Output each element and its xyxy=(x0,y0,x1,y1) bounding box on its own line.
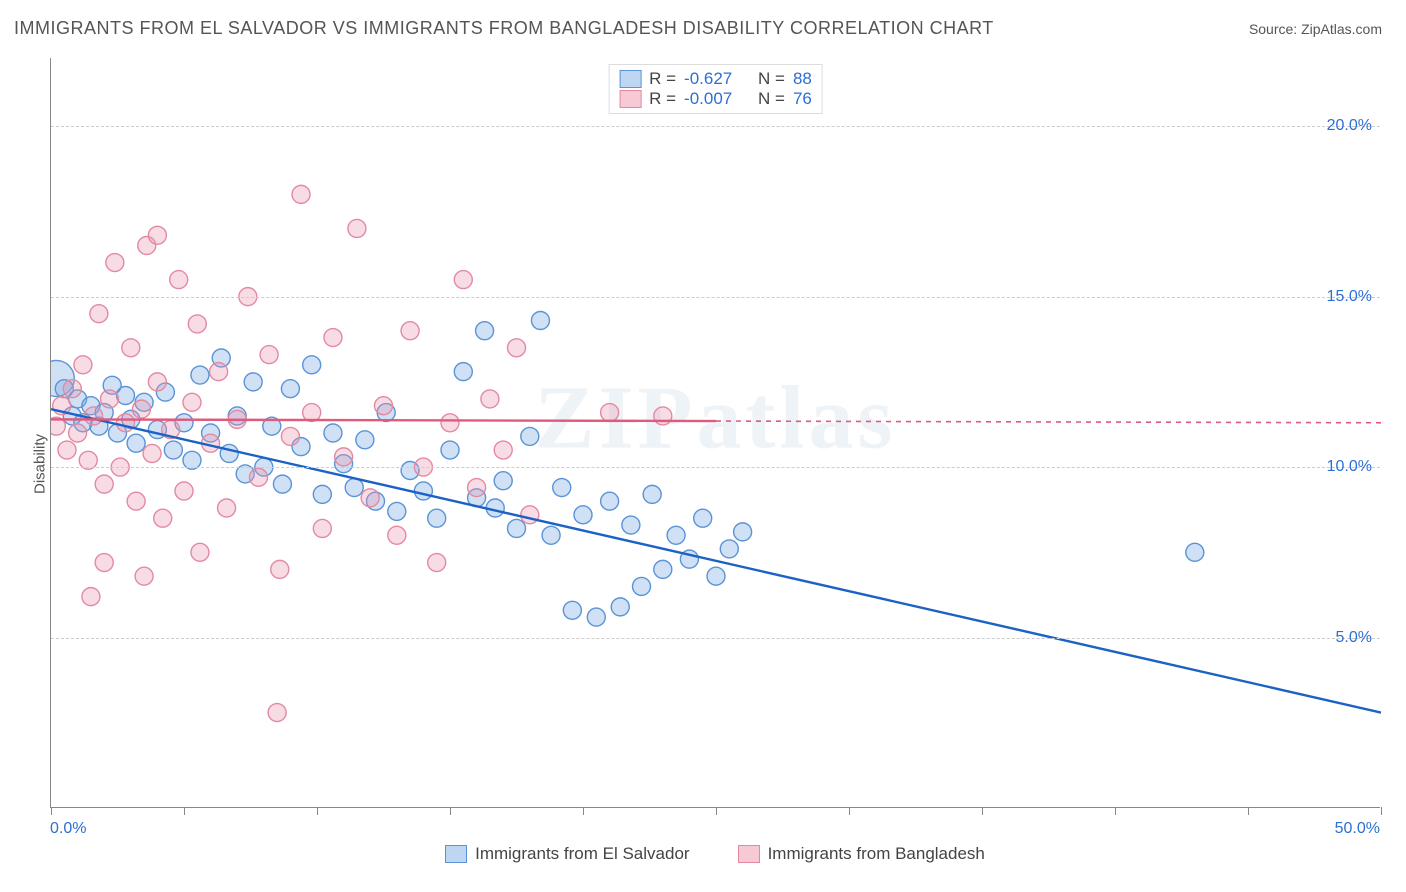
legend-row: R = -0.007 N = 76 xyxy=(619,89,812,109)
x-min-label: 0.0% xyxy=(50,820,86,838)
bottom-legend-item: Immigrants from Bangladesh xyxy=(738,844,985,864)
x-tick xyxy=(1248,807,1249,815)
gridline xyxy=(51,297,1380,298)
chart-svg xyxy=(51,58,1381,808)
legend-N-label: N = xyxy=(758,69,785,89)
x-tick xyxy=(1381,807,1382,815)
page-title: IMMIGRANTS FROM EL SALVADOR VS IMMIGRANT… xyxy=(14,18,994,39)
x-tick xyxy=(1115,807,1116,815)
legend-R-value: -0.007 xyxy=(684,89,750,109)
legend-label: Immigrants from El Salvador xyxy=(475,844,689,864)
gridline xyxy=(51,638,1380,639)
gridline xyxy=(51,467,1380,468)
legend-swatch xyxy=(619,70,641,88)
source-label: Source: ZipAtlas.com xyxy=(1249,21,1382,37)
legend-N-value: 76 xyxy=(793,89,812,109)
gridline xyxy=(51,126,1380,127)
x-tick xyxy=(51,807,52,815)
y-tick-label: 10.0% xyxy=(1327,458,1372,476)
bottom-legend: Immigrants from El Salvador Immigrants fr… xyxy=(50,844,1380,864)
x-tick xyxy=(982,807,983,815)
legend-R-value: -0.627 xyxy=(684,69,750,89)
legend-R-label: R = xyxy=(649,69,676,89)
legend-swatch xyxy=(619,90,641,108)
x-max-label: 50.0% xyxy=(1335,820,1380,838)
x-tick xyxy=(450,807,451,815)
legend-N-label: N = xyxy=(758,89,785,109)
legend-R-label: R = xyxy=(649,89,676,109)
x-tick xyxy=(716,807,717,815)
legend-row: R = -0.627 N = 88 xyxy=(619,69,812,89)
y-tick-label: 20.0% xyxy=(1327,117,1372,135)
bottom-legend-item: Immigrants from El Salvador xyxy=(445,844,689,864)
x-tick xyxy=(184,807,185,815)
y-axis-label: Disability xyxy=(32,434,49,494)
x-tick xyxy=(583,807,584,815)
y-tick-label: 5.0% xyxy=(1336,629,1372,647)
legend-N-value: 88 xyxy=(793,69,812,89)
x-tick xyxy=(317,807,318,815)
x-tick xyxy=(849,807,850,815)
x-axis-labels: 0.0% 50.0% xyxy=(50,820,1380,840)
legend-swatch xyxy=(445,845,467,863)
plot-area: ZIPatlas R =-0.627N =88R =-0.007N =76 5.… xyxy=(50,58,1380,808)
legend-label: Immigrants from Bangladesh xyxy=(768,844,985,864)
top-legend: R = -0.627 N = 88 R = -0.007 N = 76 xyxy=(608,64,823,114)
y-tick-label: 15.0% xyxy=(1327,288,1372,306)
chart-container: Disability ZIPatlas R =-0.627N =88R =-0.… xyxy=(14,48,1392,880)
legend-swatch xyxy=(738,845,760,863)
